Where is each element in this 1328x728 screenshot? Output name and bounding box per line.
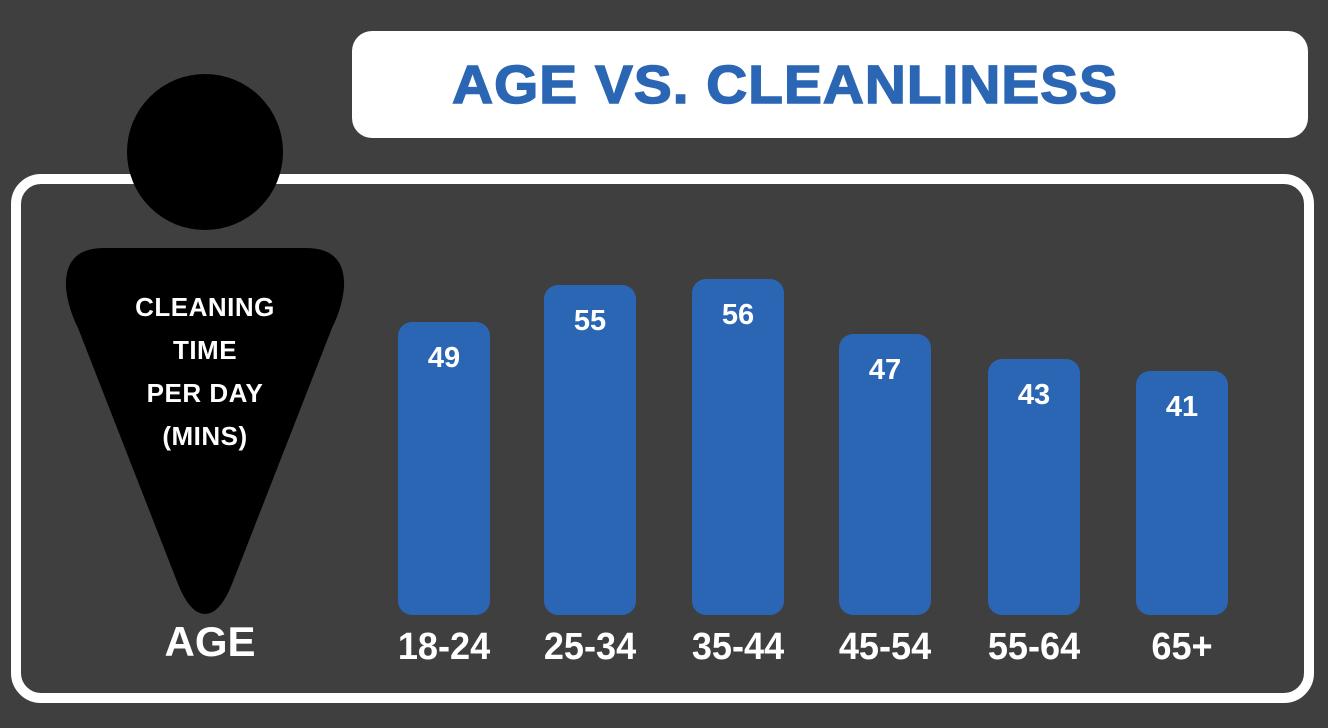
bar-value-label: 43 bbox=[1017, 378, 1051, 411]
category-label: 55-64 bbox=[987, 626, 1081, 668]
y-axis-label: CLEANING TIME PER DAY (MINS) bbox=[64, 286, 346, 458]
y-axis-label-line: CLEANING bbox=[135, 292, 275, 322]
x-axis-label: AGE bbox=[164, 618, 256, 665]
bar-25-34: 55 bbox=[544, 285, 636, 615]
category-label: 18-24 bbox=[397, 626, 491, 668]
y-axis-label-line: PER DAY bbox=[146, 378, 264, 408]
chart-frame bbox=[11, 174, 1314, 703]
category-label: 25-34 bbox=[543, 626, 637, 668]
person-head-icon bbox=[127, 74, 283, 230]
bar-value-label: 47 bbox=[868, 354, 902, 387]
bar-18-24: 49 bbox=[398, 321, 490, 615]
bar-value-label: 49 bbox=[427, 341, 461, 374]
bar-45-54: 47 bbox=[839, 334, 931, 615]
bar-35-44: 56 bbox=[692, 279, 784, 615]
chart-title: AGE VS. CLEANLINESS bbox=[451, 54, 1118, 116]
person-body-icon bbox=[65, 248, 345, 614]
category-label: 65+ bbox=[1151, 626, 1213, 668]
bar-55-64: 43 bbox=[988, 358, 1080, 615]
category-label: 35-44 bbox=[691, 626, 785, 668]
bar-value-label: 56 bbox=[721, 299, 755, 331]
category-label: 45-54 bbox=[838, 626, 932, 668]
bar-value-label: 41 bbox=[1165, 391, 1199, 423]
y-axis-label-line: TIME bbox=[172, 335, 238, 365]
bar-value-label: 55 bbox=[573, 305, 607, 338]
bar-65+: 41 bbox=[1136, 371, 1228, 615]
title-banner: AGE VS. CLEANLINESS bbox=[352, 31, 1308, 138]
y-axis-label-line: (MINS) bbox=[162, 421, 248, 451]
